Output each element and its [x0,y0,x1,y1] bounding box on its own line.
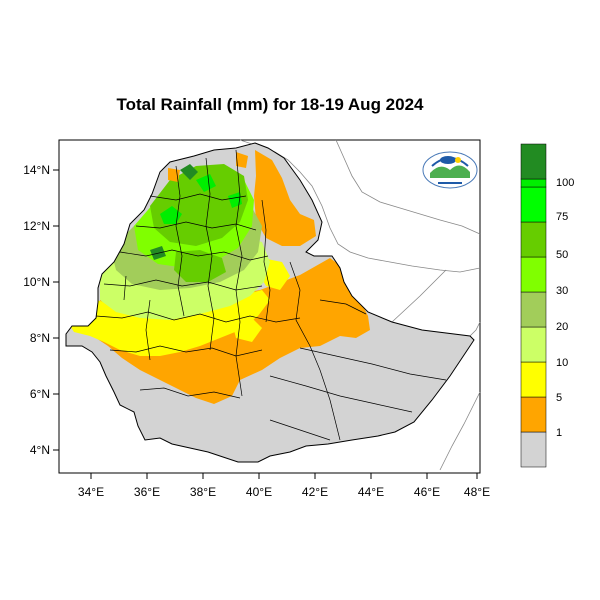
map-title: Total Rainfall (mm) for 18-19 Aug 2024 [116,95,424,114]
legend-label: 75 [556,211,568,223]
legend-swatch [520,396,547,433]
legend-label: 1 [556,427,562,439]
legend-swatch [520,431,547,468]
legend-label: 20 [556,321,568,333]
legend-label: 50 [556,249,568,261]
y-tick-label: 12°N [23,219,50,233]
y-tick-label: 14°N [23,163,50,177]
y-tick-labels: 14°N 12°N 10°N 8°N 6°N 4°N [23,163,50,457]
x-tick-label: 38°E [190,485,216,499]
x-tick-label: 46°E [414,485,440,499]
ethiopia-outline [65,142,475,463]
legend-swatch [520,143,547,180]
y-tick-label: 10°N [23,275,50,289]
legend-colorbar [520,143,547,468]
y-tick-label: 4°N [30,443,50,457]
legend-label: 100 [556,177,574,189]
ethiopian-meteorology-institute-logo [422,151,478,189]
legend-swatch [520,186,547,223]
x-tick-label: 44°E [358,485,384,499]
legend-swatch [520,178,547,188]
legend-label: 30 [556,285,568,297]
x-tick-label: 34°E [78,485,104,499]
legend-swatch [520,326,547,363]
x-tick-label: 42°E [302,485,328,499]
legend-swatch [520,256,547,293]
y-tick-label: 6°N [30,387,50,401]
legend-labels: 1 5 10 20 30 50 75 100 [556,177,574,439]
x-tick-label: 36°E [134,485,160,499]
y-tick-label: 8°N [30,331,50,345]
legend-label: 10 [556,357,568,369]
x-tick-label: 48°E [464,485,490,499]
axis-ticks [53,169,478,479]
legend-label: 5 [556,392,562,404]
zone-boundaries [95,149,447,441]
x-tick-labels: 34°E 36°E 38°E 40°E 42°E 44°E 46°E 48°E [78,485,490,499]
legend-swatch [520,291,547,328]
x-tick-label: 40°E [246,485,272,499]
legend-swatch [520,221,547,258]
legend-swatch [520,361,547,398]
